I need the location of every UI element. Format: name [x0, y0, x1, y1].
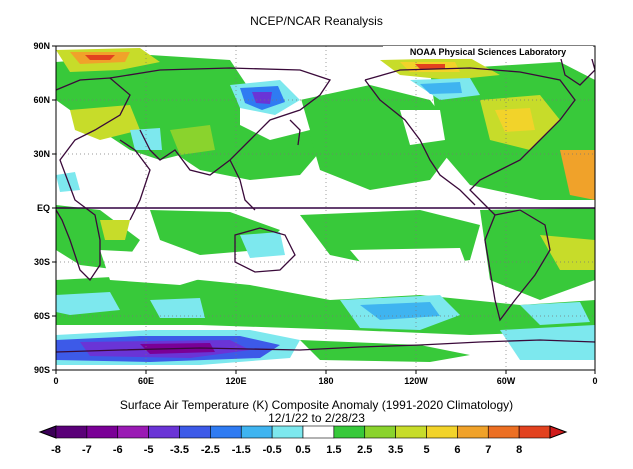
colorbar-tick-label: 3.5: [387, 444, 404, 456]
colorbar-tick-label: 7: [485, 444, 492, 456]
caption-dates: 12/1/22 to 2/28/23: [268, 411, 365, 425]
colorbar-tick-label: -8: [51, 444, 61, 456]
tick-marks: [52, 45, 596, 374]
colorbar-bin: [302, 425, 335, 439]
lon-label-60e: 60E: [137, 376, 154, 386]
caption-variable: Surface Air Temperature (K) Composite An…: [119, 398, 514, 412]
colorbar-tick-label: 0.5: [295, 444, 311, 456]
colorbar-tick-label: -1.5: [231, 444, 251, 456]
colorbar-arrow-left: [38, 425, 57, 439]
lat-label-60n: 60N: [33, 95, 50, 105]
colorbar-bin: [364, 425, 396, 439]
coastlines: [56, 51, 595, 353]
lon-label-60w: 60W: [496, 376, 516, 386]
colorbar: [38, 425, 568, 439]
colorbar-tick-label: -6: [112, 444, 123, 456]
colorbar-tick-label: 6: [454, 444, 461, 456]
colorbar-bin: [210, 425, 242, 439]
colorbar-tick-label: 2.5: [357, 444, 373, 456]
colorbar-tick-label: -0.5: [262, 444, 282, 456]
colorbar-bin: [457, 425, 489, 439]
lat-label-90s: 90S: [33, 365, 50, 375]
colorbar-bin: [117, 425, 149, 439]
lon-label-0-west: 0: [53, 376, 59, 386]
colorbar-tick-label: 5: [423, 444, 430, 456]
colorbar-bin: [148, 425, 180, 439]
colorbar-bin: [426, 425, 458, 439]
lon-label-180: 180: [318, 376, 334, 386]
lat-label-90n: 90N: [33, 41, 50, 51]
colorbar-bin: [518, 425, 551, 439]
map-title: NCEP/NCAR Reanalysis: [250, 14, 383, 28]
colorbar-bin: [86, 425, 119, 439]
credit-label: NOAA Physical Sciences Laboratory: [383, 46, 593, 59]
colorbar-tick-label: -3.5: [170, 444, 189, 456]
lon-label-120e: 120E: [225, 376, 247, 386]
colorbar-tick-label: 8: [516, 444, 523, 456]
colorbar-bin: [271, 425, 304, 439]
colorbar-tick-label: -5: [143, 444, 154, 456]
colorbar-bin: [395, 425, 427, 439]
lat-label-eq: EQ: [36, 203, 50, 213]
lat-label-30n: 30N: [33, 149, 50, 159]
colorbar-tick-label: -7: [81, 444, 92, 456]
colorbar-bin: [179, 425, 211, 439]
colorbar-tick-label: -2.5: [200, 444, 220, 456]
colorbar-bin: [487, 425, 520, 439]
colorbar-tick-label: 1.5: [326, 444, 342, 456]
colorbar-arrow-right: [549, 425, 568, 439]
lon-label-0-east: 0: [592, 376, 598, 386]
anomaly-field: [56, 46, 595, 370]
lat-label-60s: 60S: [33, 311, 50, 321]
colorbar-bin: [55, 425, 88, 439]
colorbar-bin: [333, 425, 366, 439]
lat-label-30s: 30S: [33, 257, 50, 267]
colorbar-bin: [240, 425, 273, 439]
lon-label-120w: 120W: [404, 376, 428, 386]
